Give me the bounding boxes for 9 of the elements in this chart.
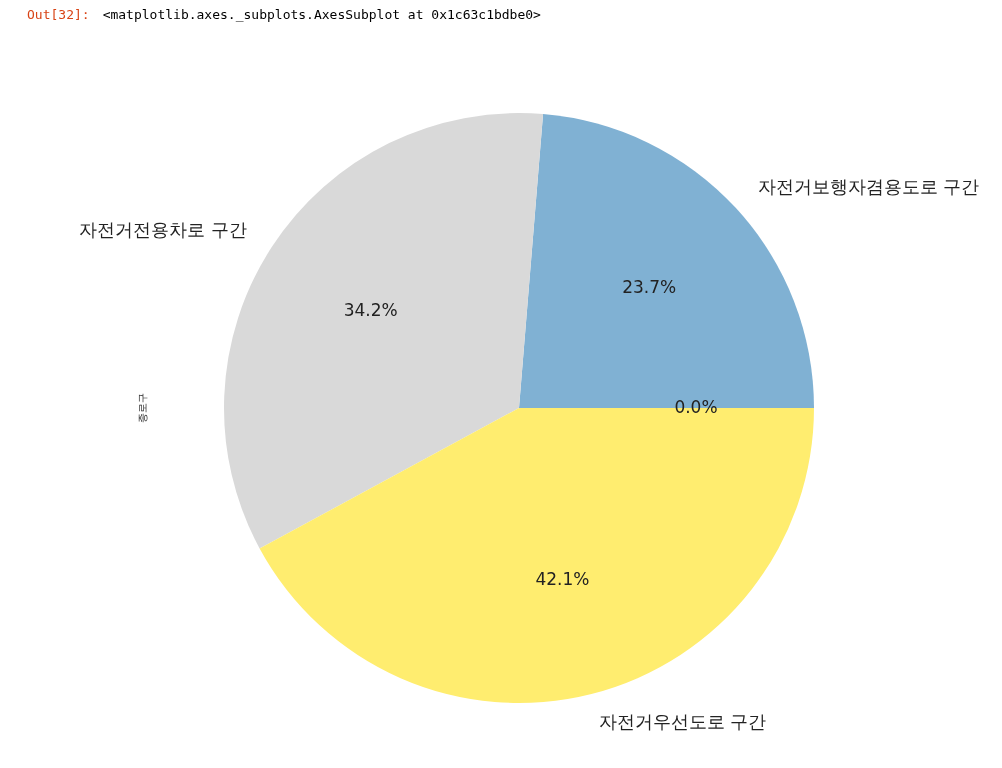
data-label: 34.2% [343, 300, 398, 321]
data-label: 23.7% [622, 277, 677, 298]
text: <matplotlib.axes._subplots.AxesSubplot at 0x1c63c1bdbe0> [102, 7, 542, 22]
text: 종로구 [137, 393, 148, 423]
text: Out[32]: [27, 7, 90, 22]
slice-label: 자전거보행자겸용도로 구간 [757, 176, 980, 198]
data-label: 42.1% [535, 568, 590, 589]
slice-label: 자전거전용차로 구간 [79, 218, 248, 240]
slice-label: 자전거우선도로 구간 [598, 710, 767, 732]
